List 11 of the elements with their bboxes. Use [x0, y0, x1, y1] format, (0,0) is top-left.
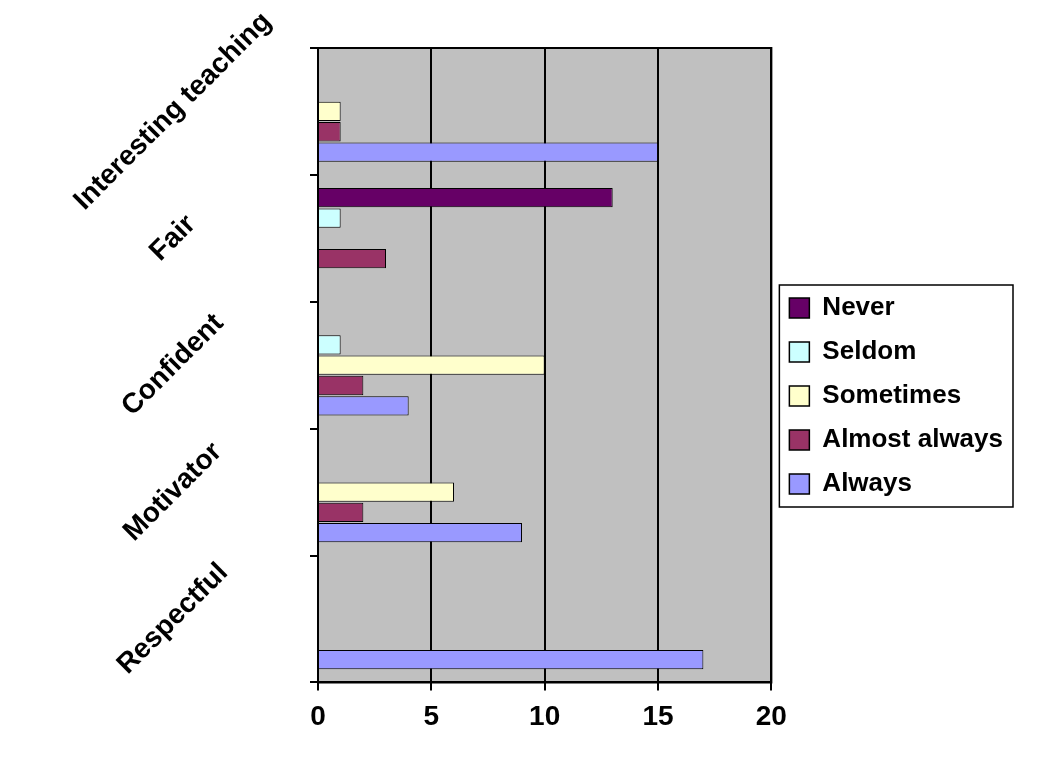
- legend-label: Never: [822, 291, 895, 322]
- legend-label: Sometimes: [822, 379, 962, 410]
- legend-label: Almost always: [822, 423, 1004, 454]
- x-tick-label: 5: [423, 699, 440, 731]
- legend-label: Always: [822, 467, 912, 498]
- x-tick-label: 0: [310, 699, 326, 731]
- x-tick-label: 10: [529, 699, 561, 731]
- x-tick-label: 20: [755, 699, 787, 731]
- y-tick-label: Fair: [142, 207, 201, 267]
- legend-label: Seldom: [822, 335, 917, 366]
- x-tick-label: 15: [642, 699, 674, 731]
